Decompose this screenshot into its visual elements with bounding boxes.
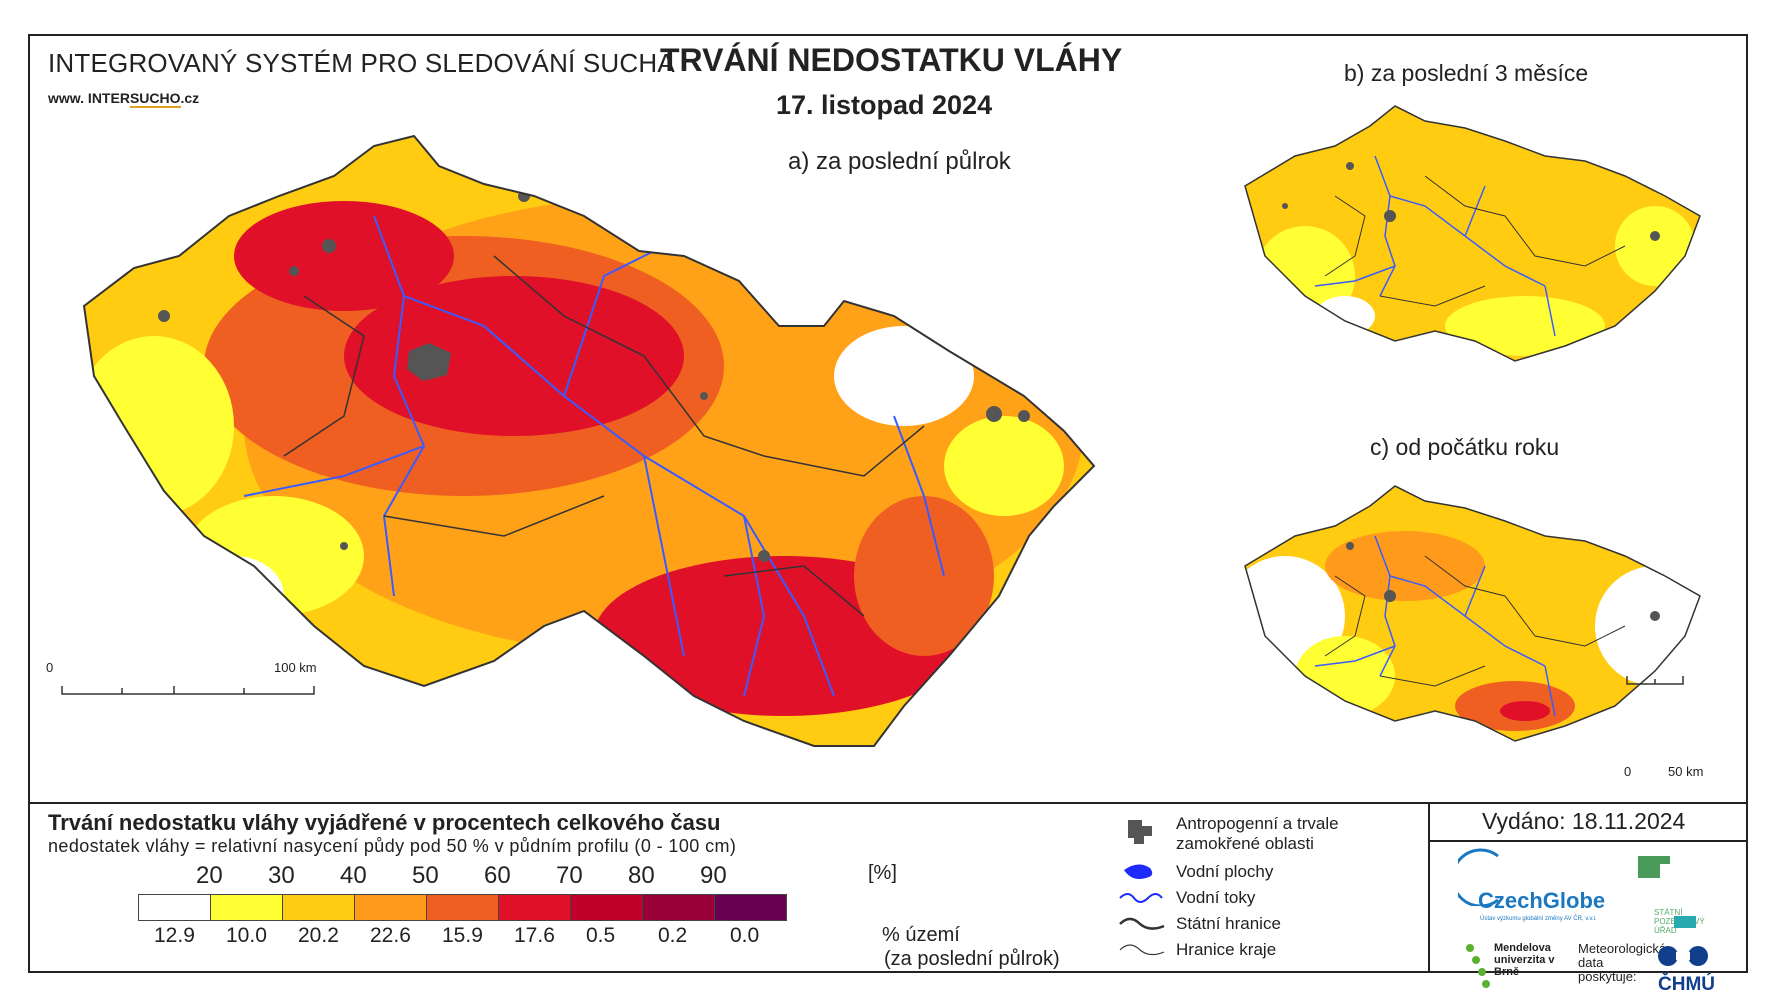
legend-subtitle: nedostatek vláhy = relativní nasycení pů…: [48, 836, 737, 856]
map-b-3months: [1244, 105, 1701, 362]
map-frame: INTEGROVANÝ SYSTÉM PRO SLEDOVÁNÍ SUCHA w…: [28, 34, 1748, 995]
panel-b-label: b) za poslední 3 měsíce: [1344, 60, 1589, 86]
scale-bar-c: [1626, 676, 1684, 685]
legend-swatch: [426, 894, 499, 921]
symbol-urban-label-1: Antropogenní a trvale: [1176, 814, 1339, 833]
scale-a-start: 0: [46, 660, 54, 675]
symbol-region-border-label: Hranice kraje: [1176, 940, 1277, 959]
legend-threshold: 20: [196, 862, 223, 889]
urban-area-icon: [1128, 820, 1152, 844]
legend-threshold: 50: [412, 862, 439, 889]
scale-bar-a: [61, 686, 315, 695]
czechglobe-name[interactable]: CzechGlobe: [1478, 888, 1606, 913]
panel-a-label: a) za poslední půlrok: [788, 148, 1011, 175]
legend-title: Trvání nedostatku vláhy vyjádřené v proc…: [48, 810, 721, 835]
legend-swatch: [498, 894, 571, 921]
legend-area-value: 17.6: [514, 924, 555, 947]
legend-swatch: [282, 894, 355, 921]
mendel-name[interactable]: Mendelova univerzita v Brně: [1494, 942, 1555, 978]
water-body-icon: [1124, 864, 1153, 879]
mendel-dots-icon: [1466, 944, 1490, 988]
map-c-year: [1244, 485, 1701, 742]
scale-c-end: 50 km: [1668, 764, 1704, 779]
chmu-logo-icon: [1658, 946, 1708, 966]
legend-area-value: 15.9: [442, 924, 483, 947]
issued-separator: [1428, 840, 1748, 842]
region-border-icon: [1119, 944, 1165, 956]
river-icon: [1119, 893, 1163, 903]
symbol-water-label: Vodní plochy: [1176, 862, 1274, 881]
spu-accent-icon: [1674, 916, 1696, 928]
legend-area-value: 20.2: [298, 924, 339, 947]
czechglobe-logo: [1458, 848, 1499, 906]
website[interactable]: www. INTERSUCHO.cz: [48, 90, 200, 108]
area-label: % území: [882, 924, 960, 946]
meteo-credit: Meteorologická data poskytuje:: [1578, 941, 1667, 984]
symbol-urban-label-2: zamokřené oblasti: [1176, 834, 1314, 853]
legend-threshold: 30: [268, 862, 295, 889]
symbol-icons: [1119, 820, 1165, 956]
legend-swatch: [642, 894, 715, 921]
credits-separator: [1428, 802, 1430, 973]
legend-swatch: [354, 894, 427, 921]
legend-area-value: 0.0: [730, 924, 760, 947]
legend-threshold: 40: [340, 862, 367, 889]
chmu-name[interactable]: ČHMÚ: [1658, 974, 1715, 995]
scale-c-start: 0: [1624, 764, 1632, 779]
legend-swatch: [210, 894, 283, 921]
legend-unit: [%]: [868, 862, 897, 884]
legend-area-value: 12.9: [154, 924, 195, 947]
legend-threshold: 70: [556, 862, 583, 889]
legend-area-value: 0.5: [586, 924, 616, 947]
scale-a-end: 100 km: [274, 660, 317, 675]
state-border-icon: [1119, 917, 1165, 930]
issued-date: Vydáno: 18.11.2024: [1482, 808, 1686, 834]
czechglobe-subtitle: Ústav výzkumu globální změny AV ČR, v.v.…: [1480, 916, 1597, 922]
main-title: TRVÁNÍ NEDOSTATKU VLÁHY: [660, 42, 1123, 78]
area-period-label: (za poslední půlrok): [884, 948, 1060, 970]
legend-swatch: [714, 894, 787, 921]
legend-swatch: [570, 894, 643, 921]
system-title: INTEGROVANÝ SYSTÉM PRO SLEDOVÁNÍ SUCHA: [48, 48, 675, 78]
panel-c-label: c) od počátku roku: [1370, 434, 1560, 460]
spu-logo-icon: [1638, 856, 1670, 878]
map-date: 17. listopad 2024: [776, 90, 993, 120]
legend-area-value: 10.0: [226, 924, 267, 947]
legend-area-value: 0.2: [658, 924, 688, 947]
legend-separator: [30, 802, 1746, 804]
symbol-state-border-label: Státní hranice: [1176, 914, 1281, 933]
legend-threshold: 90: [700, 862, 727, 889]
legend-threshold: 80: [628, 862, 655, 889]
legend-swatch: [138, 894, 211, 921]
legend-threshold: 60: [484, 862, 511, 889]
symbol-river-label: Vodní toky: [1176, 888, 1256, 907]
map-a-halfyear: [61, 134, 1096, 747]
legend-area-value: 22.6: [370, 924, 411, 947]
